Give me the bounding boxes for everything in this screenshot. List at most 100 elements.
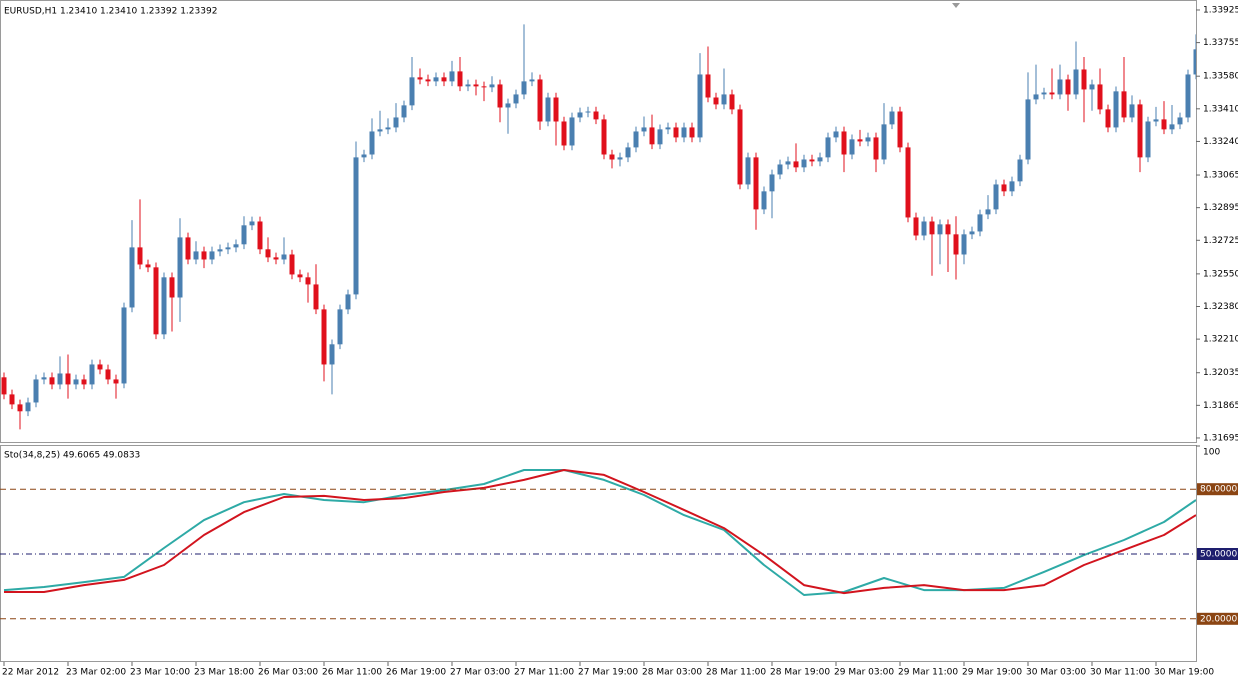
candle-body <box>809 159 815 162</box>
price-plot <box>1 24 1196 430</box>
candle-body <box>945 224 951 235</box>
candle-body <box>1113 91 1119 128</box>
candle-body <box>793 161 799 168</box>
y-tick-label: 1.31695 <box>1203 433 1238 443</box>
candle-body <box>737 109 743 185</box>
candle-body <box>105 369 111 380</box>
x-tick-label: 23 Mar 02:00 <box>66 668 126 678</box>
candle-body <box>401 105 407 118</box>
candle-body <box>513 94 519 104</box>
candle-body <box>489 84 495 88</box>
candle-body <box>961 234 967 255</box>
candle-body <box>569 117 575 146</box>
candle-body <box>889 111 895 125</box>
candle-body <box>649 127 655 145</box>
candle-body <box>321 309 327 365</box>
candle-body <box>1193 49 1196 75</box>
candle-body <box>177 237 183 298</box>
candle-body <box>425 79 431 82</box>
x-tick-label: 23 Mar 18:00 <box>194 668 254 678</box>
candle-body <box>657 129 663 145</box>
x-tick-label: 23 Mar 10:00 <box>130 668 190 678</box>
x-tick-label: 27 Mar 03:00 <box>450 668 510 678</box>
y-tick-label: 1.33065 <box>1203 171 1238 181</box>
candle-body <box>721 94 727 105</box>
y-tick-label: 1.32550 <box>1203 269 1238 279</box>
candle-body <box>681 127 687 138</box>
candle-body <box>257 221 263 250</box>
candle-body <box>745 157 751 185</box>
y-tick-label: 100 <box>1203 448 1220 458</box>
level-label: 50.0000 <box>1200 550 1237 560</box>
x-tick-label: 27 Mar 19:00 <box>578 668 638 678</box>
candle-body <box>1057 79 1063 95</box>
candle-body <box>81 379 87 385</box>
candle-body <box>1 377 7 395</box>
candle-body <box>345 294 351 310</box>
candle-body <box>993 184 999 210</box>
candle-body <box>1169 124 1175 130</box>
candle-body <box>17 404 23 412</box>
candle-body <box>521 81 527 95</box>
y-tick-label: 1.33240 <box>1203 137 1238 147</box>
y-tick-label: 1.33925 <box>1203 5 1238 15</box>
candle-body <box>977 214 983 232</box>
candle-body <box>481 86 487 88</box>
candle-body <box>913 217 919 236</box>
candle-body <box>305 277 311 285</box>
y-tick-label: 1.33755 <box>1203 38 1238 48</box>
candle-body <box>705 74 711 98</box>
candle-body <box>185 237 191 260</box>
shift-marker <box>952 3 960 8</box>
x-tick-label: 27 Mar 11:00 <box>514 668 574 678</box>
candle-body <box>761 191 767 210</box>
x-tick-label: 28 Mar 19:00 <box>770 668 830 678</box>
candle-body <box>825 137 831 158</box>
y-tick-label: 1.32380 <box>1203 302 1238 312</box>
candle-body <box>1009 181 1015 192</box>
candle-body <box>905 147 911 218</box>
candle-body <box>609 154 615 160</box>
candle-body <box>593 111 599 120</box>
candle-body <box>281 254 287 260</box>
candle-body <box>25 402 31 412</box>
candle-body <box>233 244 239 248</box>
candle-body <box>473 84 479 87</box>
level-label-box <box>1197 612 1238 625</box>
candle-body <box>353 157 359 295</box>
stochastic-line <box>4 469 1196 595</box>
candle-body <box>1153 119 1159 122</box>
candle-body <box>385 127 391 130</box>
candle-body <box>1049 92 1055 95</box>
candle-body <box>329 344 335 365</box>
candle-body <box>985 209 991 215</box>
x-tick-label: 22 Mar 2012 <box>2 668 59 678</box>
candle-body <box>929 221 935 235</box>
candle-body <box>785 161 791 165</box>
candle-body <box>729 94 735 110</box>
x-tick-label: 29 Mar 11:00 <box>898 668 958 678</box>
x-tick-label: 26 Mar 03:00 <box>258 668 318 678</box>
candle-body <box>201 251 207 260</box>
candle-body <box>449 71 455 82</box>
candle-body <box>713 97 719 105</box>
candle-body <box>361 154 367 158</box>
x-tick-label: 26 Mar 11:00 <box>322 668 382 678</box>
y-tick-label: 1.32210 <box>1203 335 1238 345</box>
stochastic-title: Sto(34,8,25) 49.6065 49.0833 <box>4 451 140 461</box>
candle-body <box>153 267 159 335</box>
x-tick-label: 30 Mar 11:00 <box>1090 668 1150 678</box>
level-label: 20.0000 <box>1200 614 1237 624</box>
candle-body <box>33 379 39 403</box>
candle-body <box>1121 91 1127 118</box>
candle-body <box>129 247 135 308</box>
candle-body <box>561 121 567 146</box>
candle-body <box>1145 121 1151 158</box>
candle-body <box>249 221 255 226</box>
price-title: EURUSD,H1 1.23410 1.23410 1.23392 1.2339… <box>4 7 217 17</box>
candle-body <box>505 103 511 108</box>
candle-body <box>625 147 631 158</box>
candle-body <box>273 257 279 260</box>
candle-body <box>377 129 383 132</box>
